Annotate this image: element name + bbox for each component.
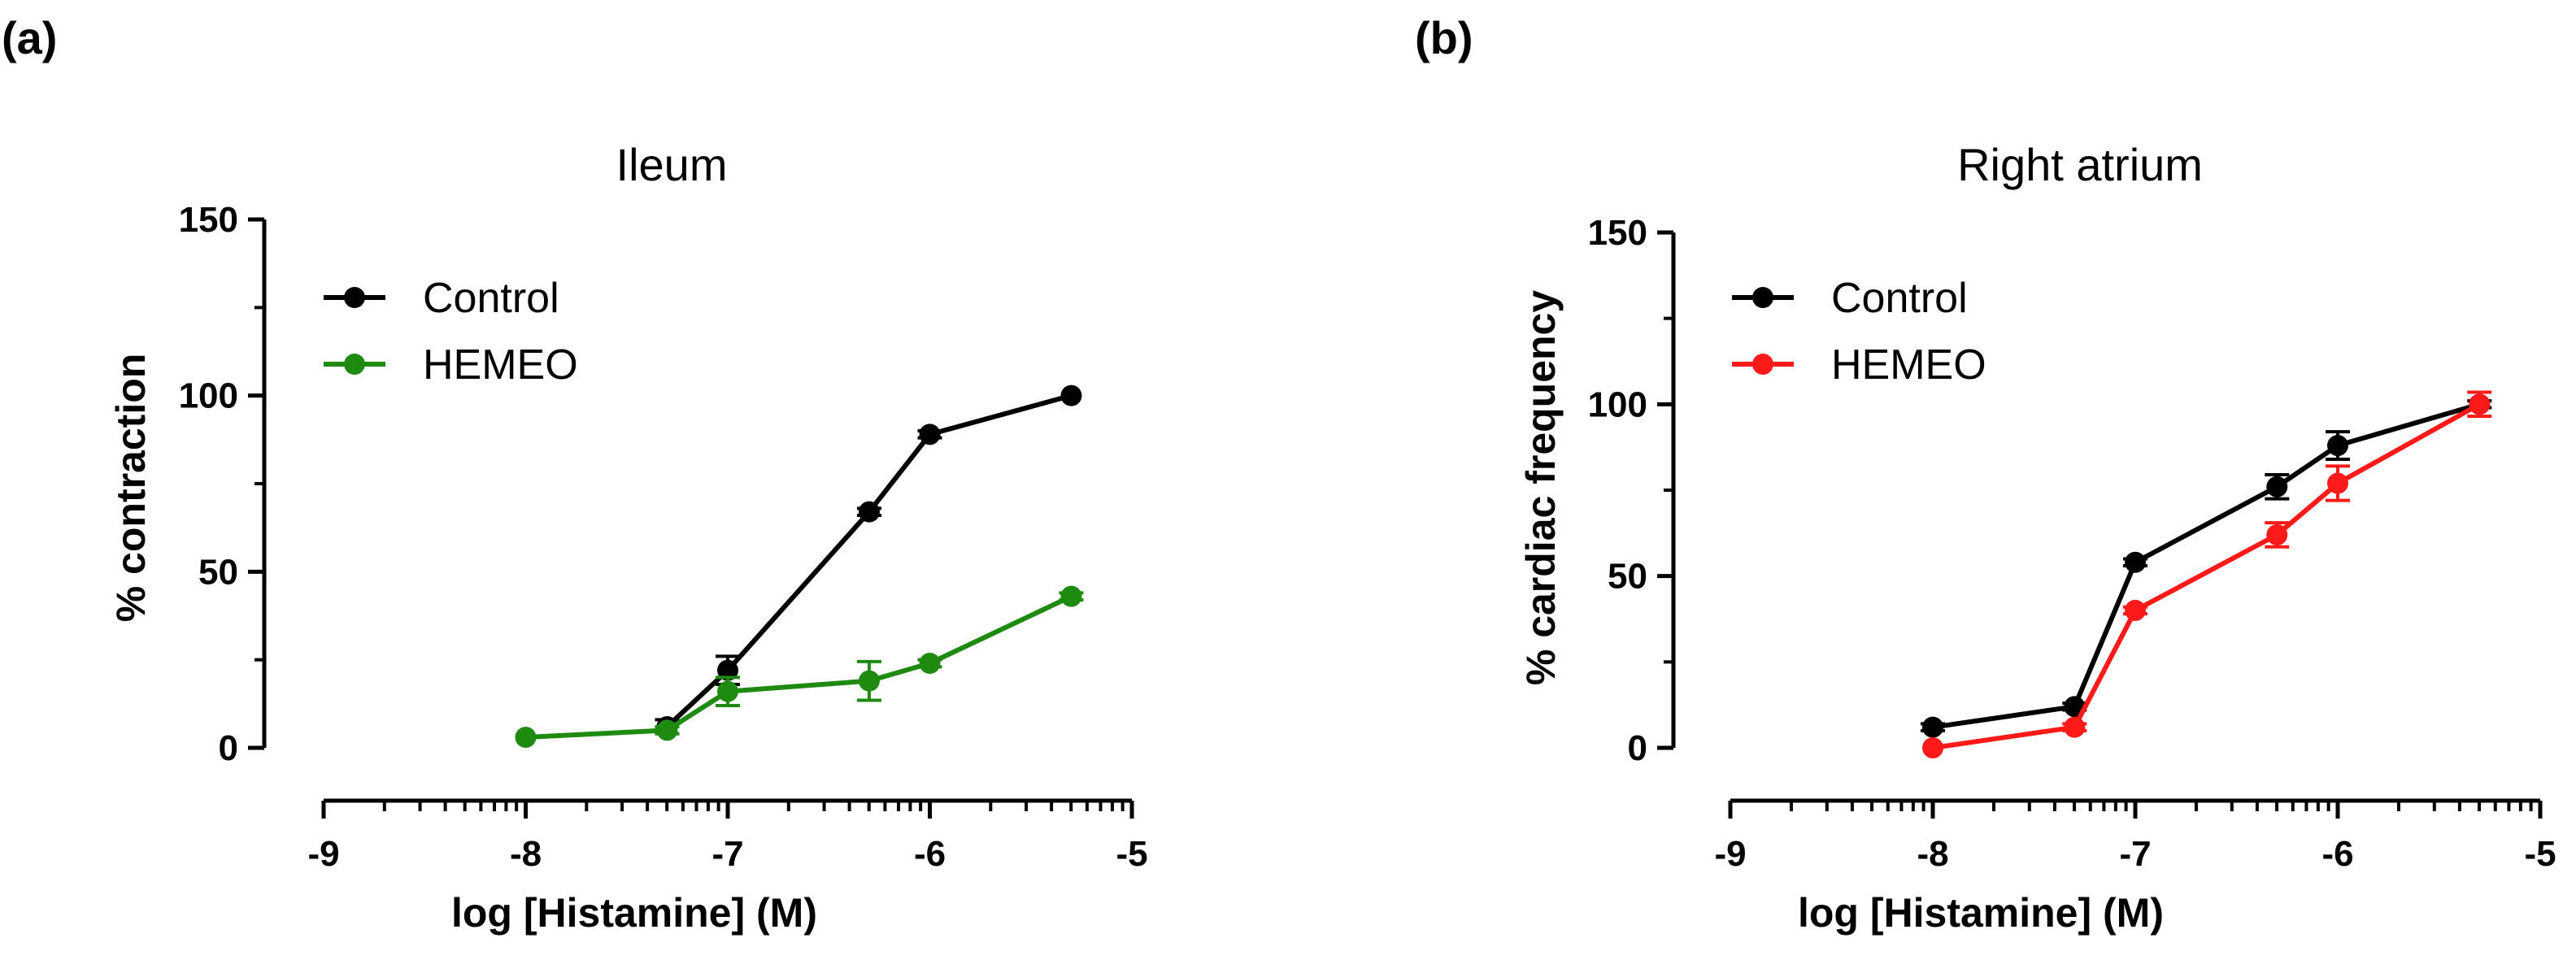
series-line <box>1932 402 2481 730</box>
x-axis-label-a: log [Histamine] (M) <box>451 890 817 936</box>
data-point <box>515 727 537 748</box>
y-tick-label-b: 0 <box>1628 728 1647 768</box>
data-point <box>1922 716 1943 738</box>
y-tick-label-b: 100 <box>1588 384 1647 424</box>
y-axis-label-a: % contraction <box>108 354 154 623</box>
chart-title-ileum: Ileum <box>616 139 728 190</box>
panel-a: (a) Ileum log [Histamine] (M) % contract… <box>2 12 1148 936</box>
x-tick-label-a: -6 <box>914 834 946 874</box>
panel-b: (b) Right atrium log [Histamine] (M) % c… <box>1415 12 2556 936</box>
legend-label: HEMEO <box>1831 341 1986 389</box>
y-tick-label-a: 50 <box>198 552 238 592</box>
data-point <box>1060 384 1082 406</box>
legend-a: Control HEMEO <box>324 275 578 389</box>
series-line <box>1932 402 2481 750</box>
series-layer-b <box>1921 390 2492 758</box>
data-point <box>2266 523 2288 545</box>
legend-label: HEMEO <box>423 341 578 389</box>
x-tick-label-b: -7 <box>2119 834 2151 874</box>
y-tick-label-b: 150 <box>1588 213 1647 253</box>
series-control-b <box>1921 393 2492 738</box>
data-point <box>2266 476 2288 497</box>
y-tick-label-a: 150 <box>179 200 238 240</box>
data-point <box>919 424 941 445</box>
legend-swatch-marker <box>344 287 365 308</box>
x-tick-label-a: -9 <box>307 834 339 874</box>
legend-entry-hemeo: HEMEO <box>324 341 578 389</box>
x-tick-label-b: -9 <box>1714 834 1746 874</box>
y-tick-label-b: 50 <box>1608 557 1647 597</box>
y-tick-label-a: 100 <box>179 376 238 416</box>
x-tick-label-b: -8 <box>1917 834 1948 874</box>
data-point <box>919 653 941 674</box>
data-point <box>858 670 880 692</box>
legend-swatch-marker <box>1752 354 1773 375</box>
legend-swatch-marker <box>1752 287 1773 308</box>
series-hemeo-b <box>1922 390 2492 758</box>
data-point <box>717 659 738 681</box>
series-line <box>525 593 1073 740</box>
x-axis-label-b: log [Histamine] (M) <box>1798 890 2164 936</box>
data-point <box>2327 435 2348 457</box>
legend-swatch-marker <box>344 354 365 375</box>
data-point <box>2064 716 2086 738</box>
x-tick-label-a: -5 <box>1116 834 1147 874</box>
y-axis-label-b: % cardiac frequency <box>1518 290 1564 686</box>
axes-b: 0 50 100 150 -9 -8 -7 -6 -5 <box>1588 213 2556 874</box>
panel-label-b: (b) <box>1415 12 1473 63</box>
x-tick-label-b: -5 <box>2524 834 2556 874</box>
x-tick-label-a: -8 <box>510 834 542 874</box>
axes-a: 0 50 100 150 -9 -8 -7 -6 -5 <box>179 200 1148 874</box>
legend-entry-control: Control <box>1732 275 1968 322</box>
chart-title-right-atrium: Right atrium <box>1957 139 2203 190</box>
legend-b: Control HEMEO <box>1732 275 1986 389</box>
legend-label: Control <box>1831 275 1968 322</box>
x-tick-label-a: -7 <box>711 834 743 874</box>
x-tick-label-b: -6 <box>2321 834 2353 874</box>
panel-label-a: (a) <box>2 12 57 63</box>
legend-label: Control <box>423 275 559 322</box>
series-layer-a <box>515 384 1084 748</box>
data-point <box>2327 472 2348 494</box>
data-point <box>656 719 678 741</box>
legend-entry-hemeo: HEMEO <box>1732 341 1986 389</box>
data-point <box>1922 737 1943 758</box>
data-point <box>717 680 738 702</box>
y-tick-label-a: 0 <box>219 728 238 768</box>
legend-entry-control: Control <box>324 275 559 322</box>
series-hemeo-a <box>515 585 1084 748</box>
data-point <box>2125 551 2146 573</box>
data-point <box>858 501 880 523</box>
data-point <box>2469 393 2491 415</box>
data-point <box>1060 585 1082 607</box>
data-point <box>2125 599 2146 621</box>
